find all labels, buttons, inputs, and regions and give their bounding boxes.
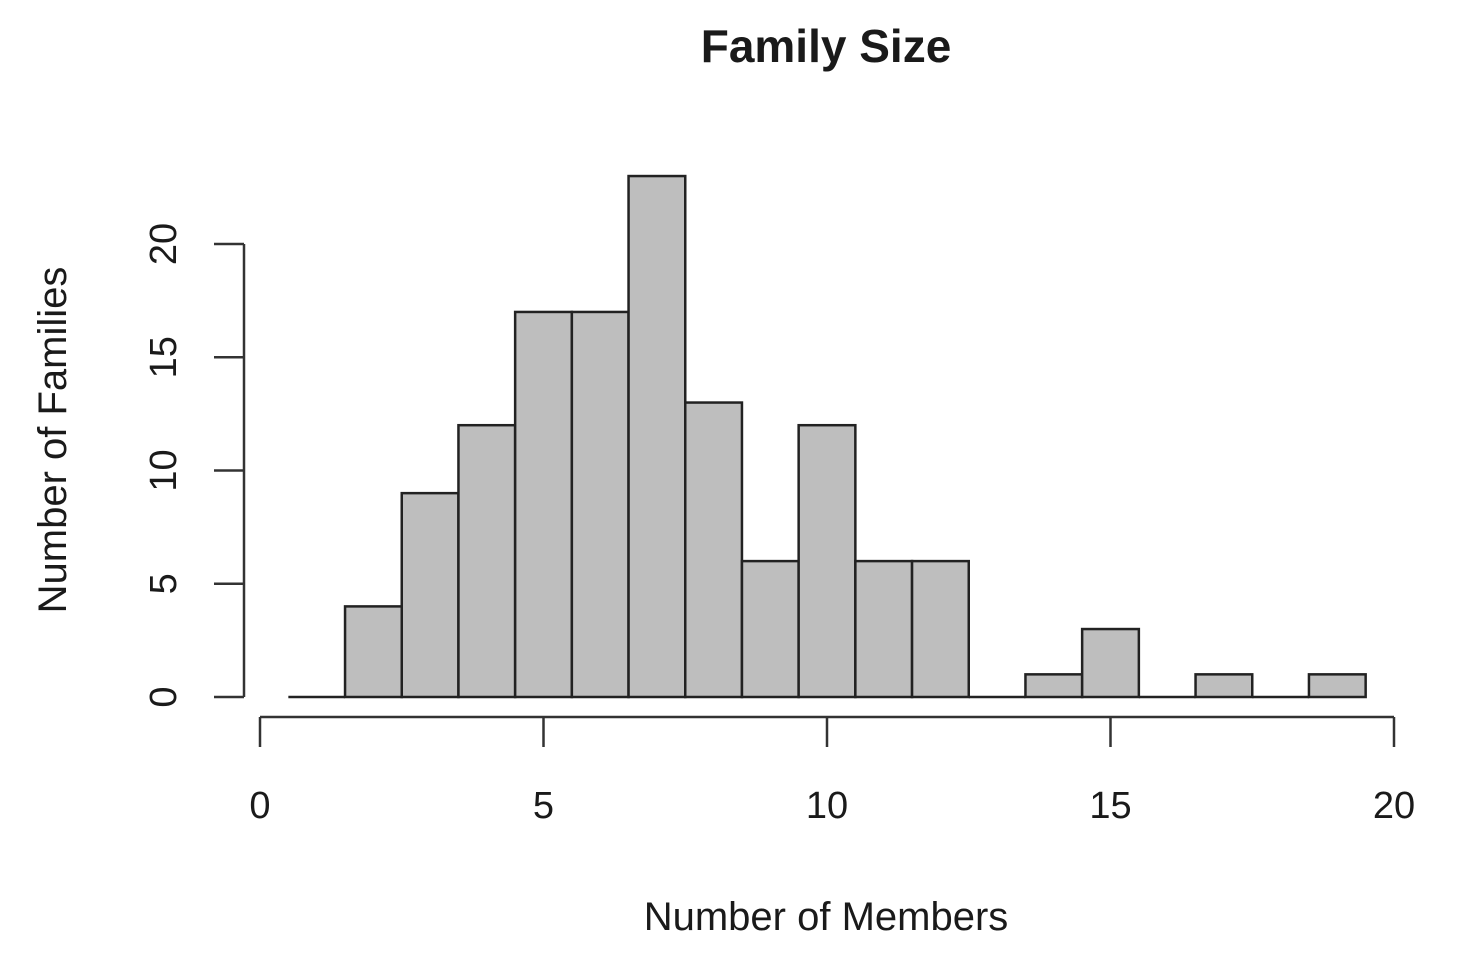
histogram-bar [797, 423, 857, 699]
x-axis: 0 5 10 15 20 [249, 715, 1415, 827]
bars-group [288, 174, 1367, 699]
y-tick-label: 0 [143, 686, 185, 707]
x-tick-label: 20 [1373, 785, 1415, 827]
histogram-bar [910, 559, 970, 699]
y-axis-label: Number of Families [31, 267, 75, 614]
histogram-bar [740, 559, 800, 699]
x-tick-label: 0 [249, 785, 270, 827]
histogram-bar [684, 401, 744, 699]
histogram-bar [1080, 627, 1141, 699]
histogram-bar [400, 491, 460, 699]
x-tick-label: 5 [533, 785, 554, 827]
x-tick-label: 10 [806, 785, 848, 827]
histogram-bar [854, 559, 914, 699]
y-tick-label: 20 [143, 223, 185, 265]
histogram-bar [1194, 673, 1254, 699]
y-tick-label: 5 [143, 573, 185, 594]
y-axis: 0 5 10 15 20 [143, 223, 246, 708]
histogram-bar [570, 310, 630, 699]
y-tick-label: 10 [143, 449, 185, 491]
histogram-bar [457, 423, 517, 699]
histogram-bar [1307, 673, 1367, 699]
histogram-bar [627, 174, 687, 699]
x-axis-label: Number of Members [644, 895, 1009, 939]
histogram-bar [1024, 673, 1084, 699]
histogram-bar [343, 605, 403, 699]
chart-title: Family Size [701, 20, 952, 72]
y-tick-label: 15 [143, 336, 185, 378]
histogram-bar [513, 310, 574, 699]
x-tick-label: 15 [1089, 785, 1131, 827]
